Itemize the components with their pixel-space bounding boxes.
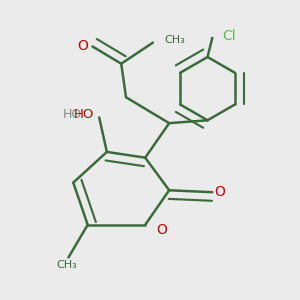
Text: Cl: Cl bbox=[222, 29, 236, 43]
Text: HO: HO bbox=[63, 108, 82, 121]
Text: CH₃: CH₃ bbox=[56, 260, 77, 270]
Text: O: O bbox=[157, 223, 168, 237]
Text: CH₃: CH₃ bbox=[164, 35, 185, 45]
Text: O: O bbox=[77, 40, 88, 53]
Text: HO: HO bbox=[74, 108, 94, 121]
Text: O: O bbox=[214, 185, 225, 199]
